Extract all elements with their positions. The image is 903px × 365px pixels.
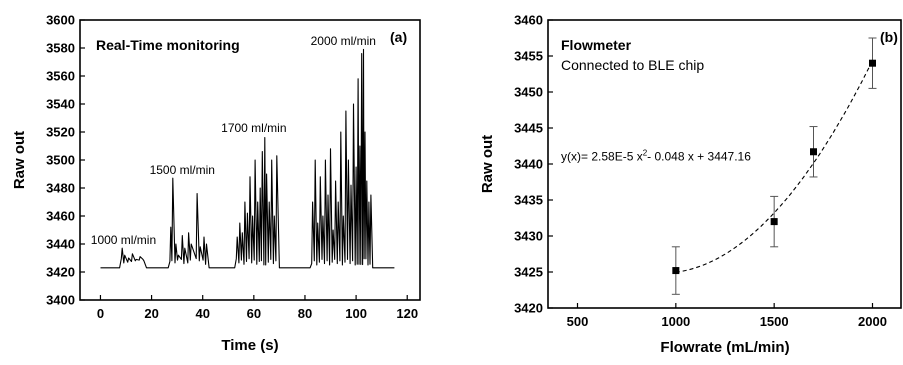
panel-a-annotation: 1700 ml/min (221, 121, 286, 135)
panel-b-y-tick-label: 3460 (514, 13, 543, 28)
panel-b-letter: (b) (880, 29, 898, 45)
panel-a-y-tick-label: 3600 (46, 13, 75, 28)
data-point (869, 59, 876, 67)
panel-a-x-tick-label: 20 (144, 306, 158, 321)
panel-a: 3400 3420 3440 3460 3480 3500 3520 3540 3560 3580… (11, 13, 421, 354)
panel-a-y-tick-label: 3480 (46, 181, 75, 196)
panel-a-y-tick-label: 3420 (46, 265, 75, 280)
panel-a-title: Real-Time monitoring (96, 37, 240, 53)
panel-a-y-tick-label: 3560 (46, 69, 75, 84)
panel-a-y-tick-label: 3540 (46, 97, 75, 112)
panel-a-annotation: 1000 ml/min (91, 233, 156, 247)
panel-a-y-tick-label: 3440 (46, 237, 75, 252)
panel-a-x-tick-label: 40 (195, 306, 209, 321)
panel-b-x-tick-label: 2000 (858, 314, 887, 329)
panel-b-fit-equation: y(x)= 2.58E-5 x2- 0.048 x + 3447.16 (561, 148, 751, 163)
panel-a-x-ticks: 0 20 40 60 80 100 120 (97, 295, 418, 321)
panel-a-series-line (100, 48, 395, 269)
fit-equation-exponent: 2 (643, 148, 648, 157)
panel-b-y-tick-label: 3455 (514, 49, 543, 64)
data-point (810, 148, 817, 156)
panel-a-y-tick-label: 3580 (46, 41, 75, 56)
panel-b-x-tick-label: 1500 (760, 314, 789, 329)
panel-b-y-tick-label: 3425 (514, 265, 543, 280)
panel-b-x-tick-label: 500 (567, 314, 589, 329)
panel-a-y-tick-label: 3460 (46, 209, 75, 224)
panel-b-x-axis-label: Flowrate (mL/min) (660, 339, 789, 356)
panel-a-frame (79, 19, 421, 301)
panel-b-y-tick-label: 3445 (514, 121, 543, 136)
panel-b-x-ticks: 500 1000 1500 2000 (567, 303, 887, 329)
panel-b-y-tick-label: 3435 (514, 193, 543, 208)
panel-a-x-tick-label: 100 (345, 306, 367, 321)
panel-b-y-tick-label: 3420 (514, 301, 543, 316)
panel-b-y-tick-label: 3450 (514, 85, 543, 100)
panel-b-title: Flowmeter (561, 37, 632, 53)
panel-a-x-tick-label: 0 (97, 306, 104, 321)
data-point (672, 267, 680, 275)
panel-b-y-tick-label: 3440 (514, 157, 543, 172)
panel-b-y-ticks: 3420 3425 3430 3435 3440 3445 3450 3455 3460 (514, 13, 553, 316)
panel-a-x-tick-label: 60 (247, 306, 261, 321)
panel-b-y-axis-label: Raw out (479, 135, 496, 193)
fit-equation-main: y(x)= 2.58E-5 x (561, 149, 643, 163)
panel-a-annotation: 1500 ml/min (150, 163, 215, 177)
panel-b-points (671, 37, 877, 295)
panel-a-y-tick-label: 3500 (46, 153, 75, 168)
panel-a-annotations: 1000 ml/min 1500 ml/min 1700 ml/min 2000 ml… (91, 34, 376, 247)
data-point (770, 218, 778, 226)
panel-a-y-tick-label: 3520 (46, 125, 75, 140)
panel-b: 3420 3425 3430 3435 3440 3445 3450 3455 3460 500… (479, 13, 902, 356)
panel-a-y-tick-label: 3400 (46, 293, 75, 308)
panel-b-y-tick-label: 3430 (514, 229, 543, 244)
panel-a-x-axis-label: Time (s) (221, 337, 278, 354)
panel-b-x-tick-label: 1000 (661, 314, 690, 329)
panel-b-subtitle: Connected to BLE chip (561, 57, 704, 73)
panel-a-y-ticks: 3400 3420 3440 3460 3480 3500 3520 3540 3560 3580… (46, 13, 85, 308)
panel-a-annotation: 2000 ml/min (311, 34, 376, 48)
fit-equation-rest: - 0.048 x + 3447.16 (647, 149, 751, 163)
panel-a-y-axis-label: Raw out (11, 131, 28, 189)
panel-a-x-tick-label: 80 (298, 306, 312, 321)
panel-a-letter: (a) (390, 29, 407, 45)
panel-a-x-tick-label: 120 (396, 306, 418, 321)
